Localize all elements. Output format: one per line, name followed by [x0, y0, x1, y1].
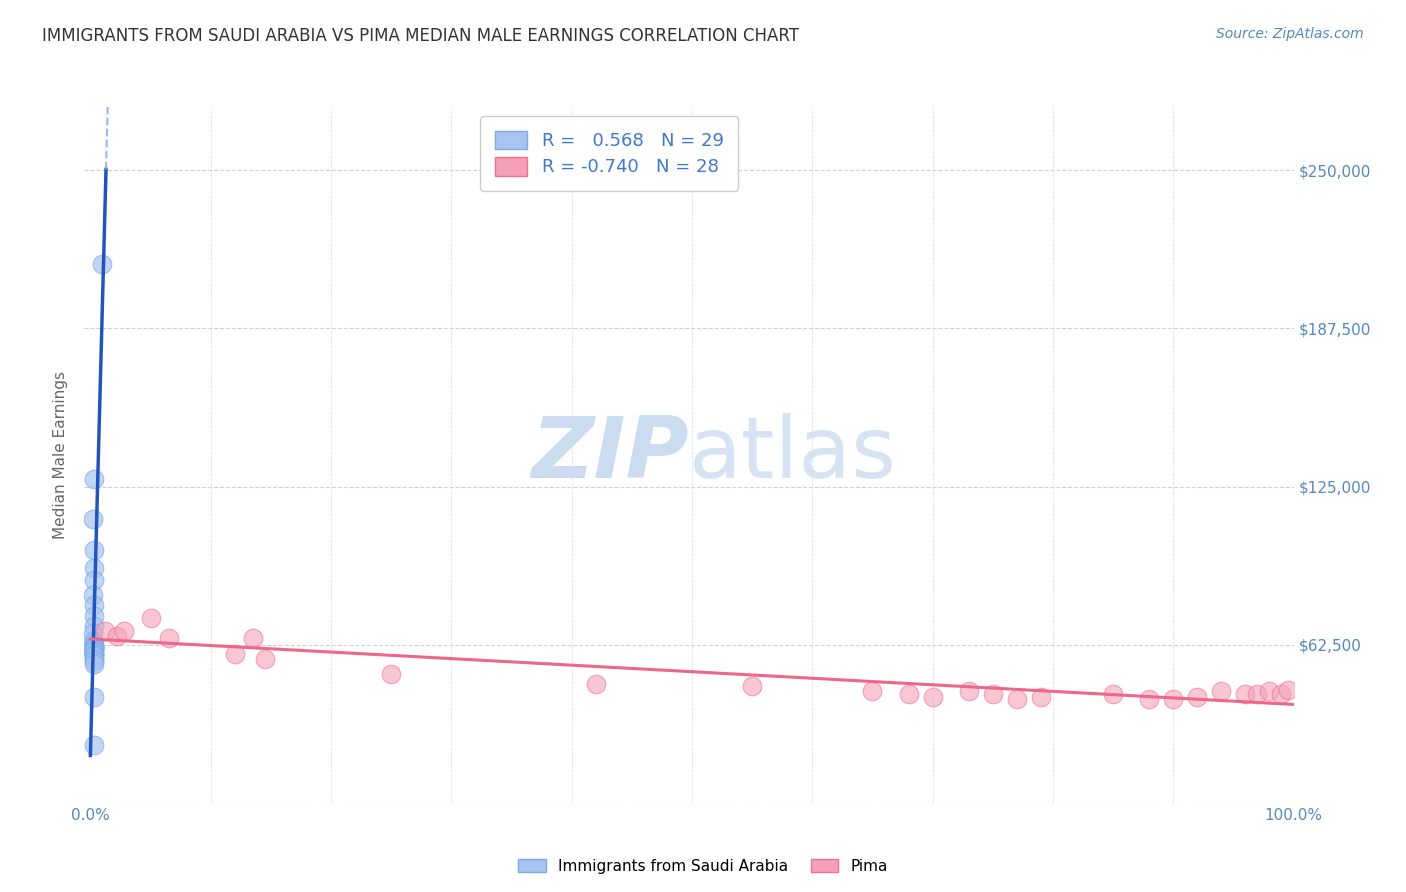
- Point: [83, 639, 105, 653]
- Point: [83, 472, 105, 486]
- Point: [83, 608, 105, 623]
- Point: [82, 626, 104, 640]
- Point: [83, 573, 105, 587]
- Text: Source: ZipAtlas.com: Source: ZipAtlas.com: [1216, 27, 1364, 41]
- Point: [83, 644, 105, 658]
- Y-axis label: Median Male Earnings: Median Male Earnings: [53, 371, 69, 539]
- Point: [1187, 690, 1209, 704]
- Point: [83, 657, 105, 671]
- Point: [139, 611, 162, 625]
- Point: [1005, 692, 1028, 706]
- Point: [112, 624, 135, 638]
- Point: [897, 687, 920, 701]
- Point: [1258, 684, 1281, 698]
- Text: IMMIGRANTS FROM SAUDI ARABIA VS PIMA MEDIAN MALE EARNINGS CORRELATION CHART: IMMIGRANTS FROM SAUDI ARABIA VS PIMA MED…: [42, 27, 799, 45]
- Point: [981, 687, 1004, 701]
- Point: [1102, 687, 1125, 701]
- Point: [82, 633, 104, 648]
- Point: [1211, 684, 1233, 698]
- Point: [83, 651, 105, 665]
- Legend: R =   0.568   N = 29, R = -0.740   N = 28: R = 0.568 N = 29, R = -0.740 N = 28: [481, 116, 738, 191]
- Point: [1137, 692, 1160, 706]
- Point: [83, 642, 105, 657]
- Point: [83, 641, 105, 656]
- Point: [1277, 683, 1299, 698]
- Legend: Immigrants from Saudi Arabia, Pima: Immigrants from Saudi Arabia, Pima: [512, 853, 894, 880]
- Point: [585, 677, 607, 691]
- Point: [253, 651, 276, 665]
- Point: [83, 641, 105, 656]
- Point: [224, 647, 246, 661]
- Point: [91, 257, 114, 271]
- Point: [83, 636, 105, 650]
- Point: [83, 648, 105, 663]
- Point: [83, 560, 105, 574]
- Point: [83, 738, 105, 752]
- Point: [83, 639, 105, 653]
- Point: [860, 684, 883, 698]
- Text: atlas: atlas: [689, 413, 897, 497]
- Point: [157, 632, 180, 646]
- Point: [94, 624, 117, 638]
- Point: [1270, 687, 1292, 701]
- Point: [380, 666, 402, 681]
- Text: ZIP: ZIP: [531, 413, 689, 497]
- Point: [82, 512, 104, 526]
- Point: [83, 618, 105, 632]
- Point: [83, 542, 105, 557]
- Point: [921, 690, 943, 704]
- Point: [82, 588, 104, 602]
- Point: [105, 629, 128, 643]
- Point: [741, 680, 763, 694]
- Point: [83, 599, 105, 613]
- Point: [83, 640, 105, 655]
- Point: [83, 690, 105, 704]
- Point: [83, 648, 105, 662]
- Point: [1029, 690, 1052, 704]
- Point: [242, 632, 264, 646]
- Point: [83, 647, 105, 661]
- Point: [957, 684, 980, 698]
- Point: [1161, 692, 1184, 706]
- Point: [1246, 687, 1268, 701]
- Point: [1234, 687, 1257, 701]
- Point: [82, 645, 104, 659]
- Point: [83, 654, 105, 668]
